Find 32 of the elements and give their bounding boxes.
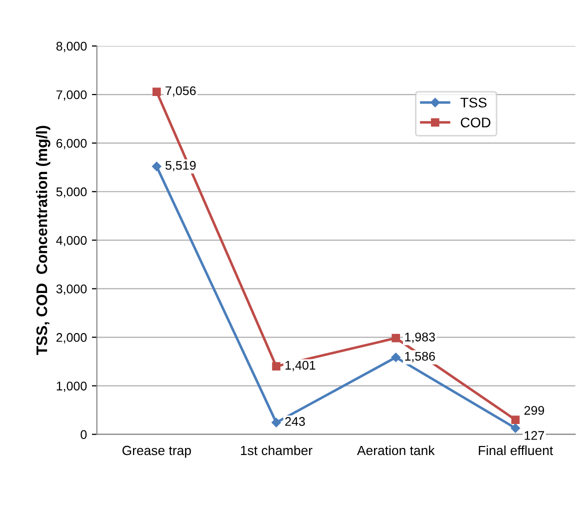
y-tick-label: 0 <box>80 430 87 439</box>
y-tick-label: 4,000 <box>56 236 87 246</box>
y-tick-label: 3,000 <box>56 284 87 295</box>
y-axis-title: TSS, COD Concentration (mg/l) <box>36 126 50 355</box>
y-tick-label: 5,000 <box>56 187 87 198</box>
point <box>511 416 520 424</box>
point <box>272 362 280 371</box>
point <box>152 88 161 96</box>
legend-label: COD <box>460 118 490 128</box>
data-label: 243 <box>285 417 305 426</box>
y-tick-label: 1,000 <box>56 382 87 392</box>
data-label: 1,586 <box>405 352 435 362</box>
point <box>510 424 520 433</box>
x-tick-label: Grease trap <box>122 446 191 458</box>
y-tick-label: 6,000 <box>56 138 87 150</box>
data-label: 5,519 <box>165 160 196 172</box>
x-tick-label: Aeration tank <box>357 445 435 456</box>
x-tick-label: 1st chamber <box>240 445 312 456</box>
point <box>391 352 400 362</box>
data-label: 127 <box>524 431 544 440</box>
y-tick-label: 8,000 <box>56 42 87 52</box>
data-label: 1,401 <box>286 360 316 372</box>
data-label: 1,983 <box>405 332 435 343</box>
x-tick-label: Final effluent <box>478 445 554 456</box>
data-label: 299 <box>524 406 544 415</box>
point <box>392 334 400 342</box>
point <box>152 162 162 172</box>
legend-label: TSS <box>460 98 487 108</box>
point <box>272 418 281 428</box>
data-label: 7,056 <box>166 86 196 97</box>
y-tick-label: 7,000 <box>56 90 87 101</box>
y-tick-label: 2,000 <box>56 333 87 344</box>
